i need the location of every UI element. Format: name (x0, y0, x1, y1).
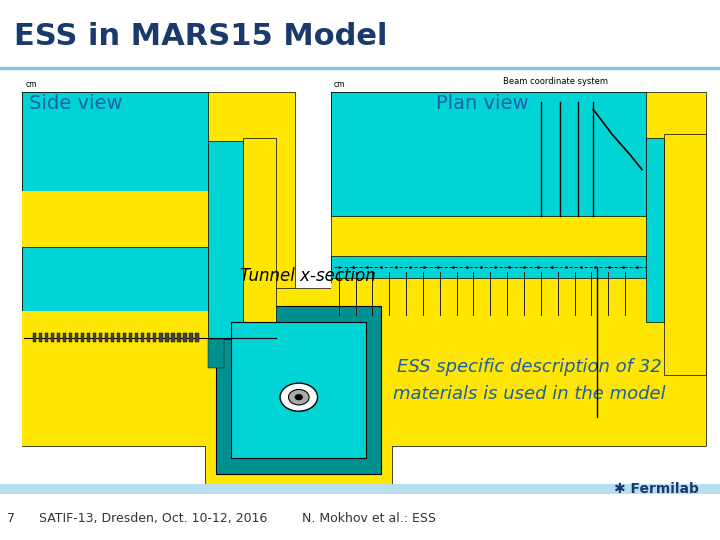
FancyBboxPatch shape (331, 92, 706, 445)
Bar (117, 333, 120, 342)
Text: Beam coordinate system: Beam coordinate system (503, 77, 608, 86)
Text: ✱ Fermilab: ✱ Fermilab (613, 482, 698, 496)
Text: cm: cm (333, 80, 345, 89)
Bar (75, 333, 78, 342)
Bar (189, 333, 193, 342)
Bar (57, 333, 60, 342)
Text: 7      SATIF-13, Dresden, Oct. 10-12, 2016: 7 SATIF-13, Dresden, Oct. 10-12, 2016 (7, 512, 268, 525)
Bar (86, 333, 90, 342)
FancyBboxPatch shape (205, 288, 392, 490)
Bar (129, 333, 132, 342)
Bar (141, 333, 145, 342)
FancyBboxPatch shape (0, 484, 720, 494)
Text: N. Mokhov et al.: ESS: N. Mokhov et al.: ESS (302, 512, 436, 525)
Text: cm: cm (25, 80, 37, 89)
FancyBboxPatch shape (665, 134, 706, 375)
Circle shape (289, 389, 309, 405)
FancyBboxPatch shape (331, 283, 646, 446)
Bar (68, 333, 72, 342)
Bar (99, 333, 102, 342)
Bar (165, 333, 168, 342)
Bar (171, 333, 174, 342)
FancyBboxPatch shape (646, 138, 665, 322)
Text: ESS specific description of 32
materials is used in the model: ESS specific description of 32 materials… (393, 359, 665, 403)
Bar (135, 333, 138, 342)
Bar (81, 333, 84, 342)
Circle shape (280, 383, 318, 411)
Bar (111, 333, 114, 342)
FancyBboxPatch shape (22, 92, 207, 191)
FancyBboxPatch shape (207, 141, 243, 340)
Bar (183, 333, 186, 342)
FancyBboxPatch shape (331, 92, 646, 215)
Bar (123, 333, 127, 342)
Bar (147, 333, 150, 342)
Text: ESS in MARS15 Model: ESS in MARS15 Model (14, 22, 388, 51)
FancyBboxPatch shape (22, 92, 295, 445)
FancyBboxPatch shape (22, 247, 207, 311)
Text: Side view: Side view (29, 94, 122, 113)
FancyBboxPatch shape (331, 256, 646, 278)
Bar (177, 333, 181, 342)
FancyBboxPatch shape (207, 340, 224, 368)
Bar (63, 333, 66, 342)
Bar (32, 333, 36, 342)
Bar (105, 333, 108, 342)
FancyBboxPatch shape (22, 191, 207, 247)
Bar (50, 333, 54, 342)
Bar (39, 333, 42, 342)
Text: Plan view: Plan view (436, 94, 528, 113)
FancyBboxPatch shape (243, 138, 276, 368)
Bar (45, 333, 48, 342)
FancyBboxPatch shape (22, 311, 207, 446)
FancyBboxPatch shape (231, 322, 366, 458)
Bar (159, 333, 163, 342)
Bar (93, 333, 96, 342)
Circle shape (295, 394, 302, 400)
FancyBboxPatch shape (217, 306, 381, 474)
Bar (195, 333, 199, 342)
Text: Tunnel x-section: Tunnel x-section (240, 267, 376, 285)
Bar (153, 333, 156, 342)
